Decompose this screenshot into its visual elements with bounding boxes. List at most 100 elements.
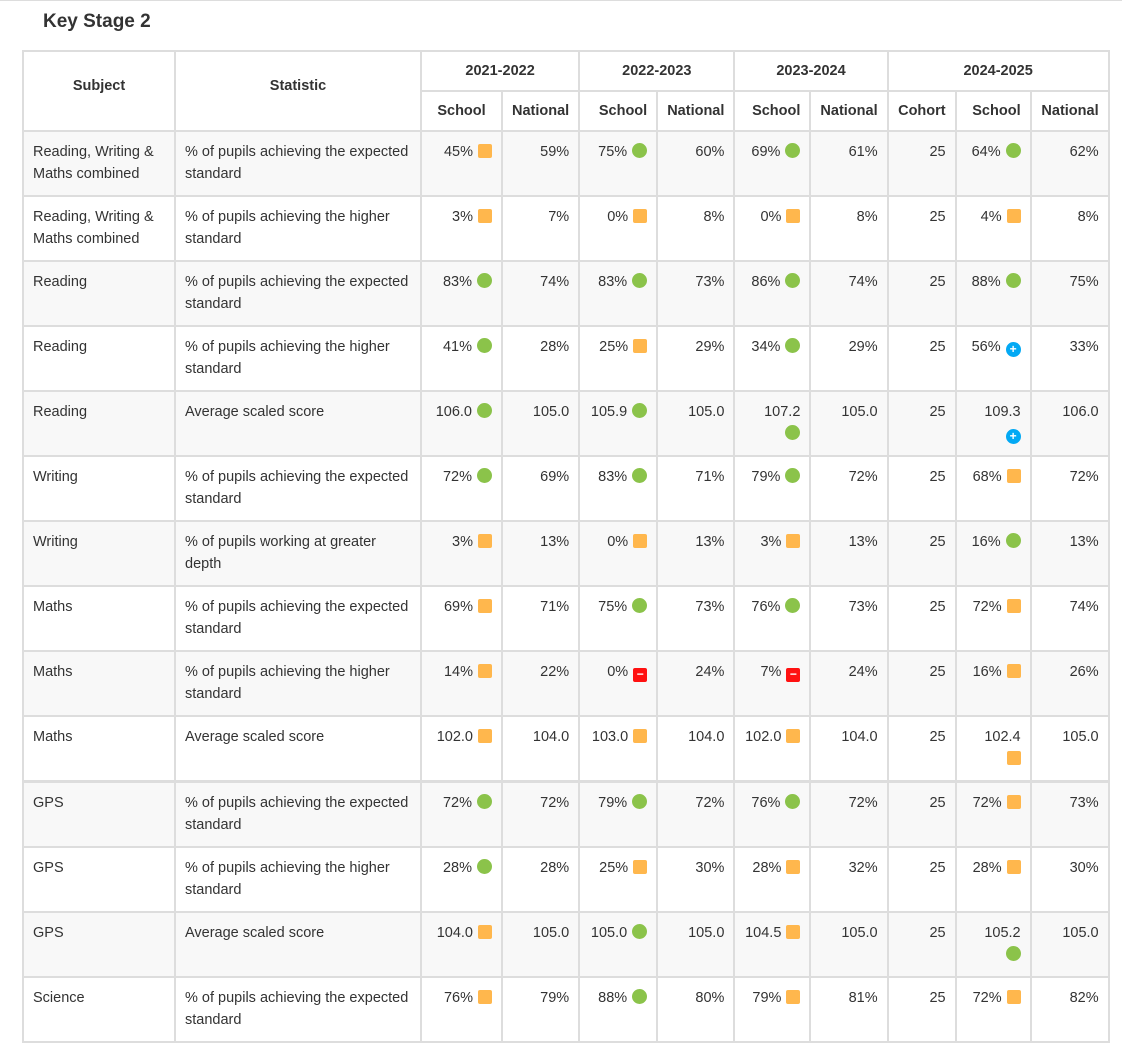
cohort-value: 25 [929,144,946,160]
header-year: 2024-2025 [886,50,1110,92]
school-value-cell: 28% [954,846,1032,913]
national-value: 13% [540,534,570,550]
national-value-cell: 105.0 [656,911,736,978]
cohort-value: 25 [929,599,946,615]
school-value-cell: 75% [578,585,659,652]
school-value: 14% [443,664,473,680]
national-value: 106.0 [1062,404,1099,420]
subject-text: Reading, Writing & Maths combined [33,209,154,247]
school-value-cell: 3% [420,520,503,587]
table-row: Maths % of pupils achieving the expected … [22,585,1110,652]
national-value-cell: 105.0 [809,911,889,978]
national-value: 104.0 [841,729,878,745]
cohort-value-cell: 25 [886,846,957,913]
green-circle-icon [785,468,801,483]
header-school: School [578,90,659,132]
national-value-cell: 24% [809,650,889,717]
green-circle-icon [477,403,492,418]
school-value: 45% [443,144,473,160]
statistic-text: % of pupils achieving the expected stand… [185,599,409,637]
cohort-value-cell: 25 [886,260,957,327]
school-value-cell: 3% [420,195,503,262]
national-value: 73% [695,599,725,615]
cohort-value: 25 [929,925,946,941]
national-value: 22% [540,664,570,680]
national-value: 105.0 [1062,925,1099,941]
green-circle-icon [477,859,492,874]
national-value: 24% [695,664,725,680]
school-value-cell: 79% [578,780,659,848]
school-value-cell: 83% [578,260,659,327]
school-value-cell: 106.0 [420,390,503,457]
national-value-cell: 73% [1029,780,1110,848]
school-value-cell: 88% [578,976,659,1043]
subject-cell: GPS [22,846,176,913]
school-value: 104.5 [745,925,782,941]
header-year: 2023-2024 [733,50,889,92]
statistic-text: % of pupils achieving the expected stand… [185,795,409,833]
table-body: Reading, Writing & Maths combined % of pu… [22,130,1110,1043]
school-value-cell: 56% + [954,325,1032,392]
national-value-cell: 74% [1029,585,1110,652]
national-value: 73% [848,599,878,615]
national-value: 59% [540,144,570,160]
national-value-cell: 74% [809,260,889,327]
national-value-cell: 61% [809,130,889,197]
table-row: Reading, Writing & Maths combined % of pu… [22,195,1110,262]
statistic-text: % of pupils achieving the expected stand… [185,274,409,312]
national-value: 72% [540,795,570,811]
national-value-cell: 106.0 [1029,390,1110,457]
national-value-cell: 13% [809,520,889,587]
school-value-cell: 41% [420,325,503,392]
school-value: 75% [598,599,628,615]
table-row: Maths % of pupils achieving the higher st… [22,650,1110,717]
table-row: Reading Average scaled score 106.0 105.0 105… [22,390,1110,457]
national-value: 104.0 [532,729,570,745]
national-value-cell: 22% [500,650,581,717]
school-value: 102.0 [745,729,782,745]
statistic-text: Average scaled score [185,404,325,420]
school-value: 0% [760,209,782,225]
national-value: 105.0 [688,925,725,941]
school-value-cell: 14% [420,650,503,717]
amber-square-icon [478,664,492,678]
national-value-cell: 24% [656,650,736,717]
table-row: GPS % of pupils achieving the higher stan… [22,846,1110,913]
statistic-cell: % of pupils achieving the expected stand… [174,585,422,652]
national-value-cell: 82% [1029,976,1110,1043]
national-value-cell: 28% [500,325,581,392]
table-row: Science % of pupils achieving the expecte… [22,976,1110,1043]
green-circle-icon [632,924,648,939]
national-value: 72% [1069,469,1099,485]
school-value-cell: 83% [420,260,503,327]
national-value-cell: 104.0 [809,715,889,783]
cohort-value: 25 [929,990,946,1006]
amber-square-icon [478,990,492,1004]
amber-square-icon [1006,599,1021,613]
national-value: 74% [540,274,570,290]
school-value: 56% [971,339,1001,355]
school-value: 83% [442,274,472,290]
school-value: 41% [442,339,472,355]
statistic-text: % of pupils achieving the higher standar… [185,339,390,377]
statistic-cell: Average scaled score [174,715,422,783]
national-value: 7% [548,209,570,225]
table-row: Writing % of pupils achieving the expecte… [22,455,1110,522]
school-value-cell: 104.5 [733,911,812,978]
national-value: 74% [848,274,878,290]
school-value-cell: 72% [954,780,1032,848]
subject-cell: Reading [22,390,176,457]
school-value: 88% [598,990,628,1006]
national-value-cell: 29% [809,325,889,392]
school-value: 7% [760,664,782,680]
red-minus-square-icon: − [633,668,648,682]
school-value-cell: 76% [420,976,503,1043]
ks2-results-table: Subject Statistic 2021-2022 2022-2023 20… [22,50,1110,1043]
cohort-value: 25 [929,404,946,420]
school-value-cell: 28% [420,846,503,913]
cohort-value-cell: 25 [886,130,957,197]
subject-cell: Science [22,976,176,1043]
table-row: GPS Average scaled score 104.0 105.0 105.0 10… [22,911,1110,978]
header-statistic: Statistic [174,50,422,132]
school-value: 103.0 [591,729,629,745]
